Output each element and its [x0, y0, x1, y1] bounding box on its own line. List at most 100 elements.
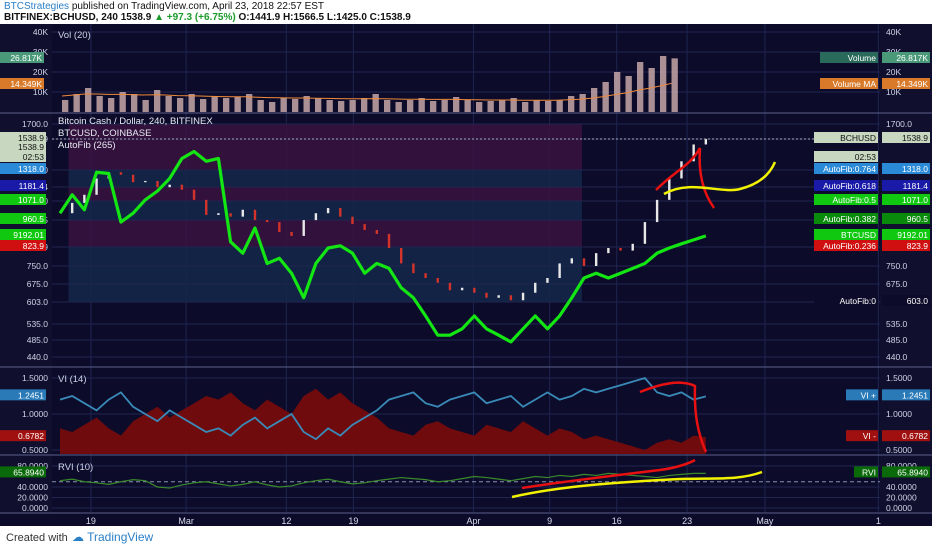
price-y-tick-left: 1700.0 — [22, 119, 48, 129]
vol-y-tick-right: 10K — [886, 87, 901, 97]
bch-candle — [119, 172, 123, 175]
fib-band — [68, 201, 582, 220]
price-y-tick-left: 535.0 — [27, 319, 49, 329]
bch-candle — [692, 144, 695, 162]
volume-bar — [556, 100, 563, 112]
bch-candle — [473, 287, 476, 293]
left-price-label-bg — [0, 229, 46, 240]
x-tick-label: 1 — [876, 516, 881, 526]
price-y-tick-right: 1700.0 — [886, 119, 912, 129]
volume-bar — [257, 100, 264, 112]
volume-bar — [280, 98, 287, 112]
x-tick-label: 12 — [281, 516, 291, 526]
right-fib-label-bg — [814, 240, 878, 251]
rvi-legend: RVI — [862, 467, 876, 477]
bch-candle — [351, 216, 354, 225]
bch-candle — [424, 273, 427, 278]
price-y-tick-left: 440.0 — [27, 352, 49, 362]
volume-bar — [73, 94, 80, 112]
rvi-line — [59, 472, 706, 489]
bch-candle — [509, 295, 513, 301]
price-y-tick-right: 440.0 — [886, 352, 908, 362]
bch-candle — [387, 233, 391, 249]
volume-bar — [234, 97, 241, 112]
vi-plus-line — [59, 376, 707, 441]
volume-bar — [499, 100, 506, 112]
vi-legend-minus-bg — [846, 430, 878, 442]
volume-bar — [326, 100, 333, 112]
bch-candle — [363, 224, 366, 230]
price-y-tick-right: 535.0 — [886, 319, 908, 329]
tradingview-logo[interactable]: ☁ TradingView — [72, 530, 154, 544]
volume-bar — [142, 100, 149, 112]
bch-candle — [485, 292, 488, 298]
volume-bar — [200, 99, 207, 112]
annotation-red-vi — [639, 381, 708, 453]
right-fib-value-bg — [882, 132, 930, 143]
volume-bar — [614, 72, 621, 112]
price-y-tick-left: 750.0 — [27, 261, 49, 271]
volume-bar — [211, 96, 218, 112]
volume-bar — [464, 100, 471, 112]
vol-value-left: 26.817K — [10, 53, 42, 63]
volume-bar — [637, 62, 644, 112]
volume-ma-line — [61, 82, 672, 101]
right-fib-label: BCHUSD — [840, 133, 876, 143]
left-price-label: 9192.01 — [13, 230, 44, 240]
volume-bar — [476, 102, 483, 112]
volume-bar — [119, 92, 126, 112]
vi-legend-minus: VI - — [863, 431, 876, 441]
right-fib-value: 9192.01 — [897, 230, 928, 240]
right-fib-label-bg — [814, 180, 878, 191]
vi-plus-value-left: 1.2451 — [18, 390, 44, 400]
right-fib-label-bg — [814, 163, 878, 174]
bch-candle — [534, 282, 537, 293]
volume-bar — [96, 96, 103, 112]
bch-candle — [217, 213, 220, 215]
bch-candle — [448, 282, 452, 291]
right-fib-label: AutoFib:0.618 — [823, 181, 876, 191]
bch-candle — [436, 278, 439, 283]
left-price-label-bg — [0, 180, 46, 191]
vol-y-tick-left: 20K — [33, 67, 48, 77]
vi-plus-value-left-bg — [0, 389, 46, 401]
symbol-line: BITFINEX:BCHUSD, 240 1538.9 ▲ +97.3 (+6.… — [4, 12, 411, 23]
right-fib-label: AutoFib:0 — [840, 296, 877, 306]
bch-candle — [643, 222, 647, 244]
left-price-label-bg — [0, 141, 46, 152]
rvi-y-tick-right: 40.0000 — [886, 482, 917, 492]
created-with-text: Created with — [6, 532, 68, 544]
publisher-link[interactable]: BTCStrategies — [4, 1, 70, 12]
volume-bar — [545, 101, 552, 112]
price-y-tick-right: 675.0 — [886, 279, 908, 289]
right-fib-value-bg — [882, 163, 930, 174]
bch-candle — [168, 184, 171, 188]
right-fib-label: AutoFib:0.236 — [823, 241, 876, 251]
vi-y-tick-left: 1.5000 — [22, 373, 48, 383]
bch-candle — [70, 202, 74, 214]
rvi-y-tick-left: 40.0000 — [17, 482, 48, 492]
volume-bar — [131, 94, 138, 112]
fib-band — [68, 220, 582, 247]
chart-area[interactable]: 19Mar1219Apr91623May140K40K30K30K20K20K1… — [0, 24, 932, 526]
right-fib-value-bg — [882, 240, 930, 251]
right-fib-value: 1538.9 — [902, 133, 928, 143]
volume-bar — [441, 100, 448, 112]
vi-plus-value-right-bg — [882, 389, 930, 401]
price-y-tick-right: 485.0 — [886, 335, 908, 345]
rvi-value-left: 65.8940 — [13, 467, 44, 477]
volume-bar — [303, 96, 310, 112]
rvi-value-right-bg — [882, 466, 930, 478]
volume-bar — [165, 96, 172, 112]
bch-candle — [314, 213, 318, 221]
symbol-label: BITFINEX:BCHUSD, 240 — [4, 12, 118, 23]
bch-candle — [180, 184, 184, 190]
bch-candle — [241, 209, 244, 217]
vi-minus-area — [60, 388, 706, 454]
fib-band — [68, 187, 582, 201]
vol-y-tick-right: 20K — [886, 67, 901, 77]
x-tick-label: Apr — [466, 516, 480, 526]
volume-bar — [625, 76, 632, 112]
price-title: Bitcoin Cash / Dollar, 240, BITFINEX — [58, 116, 213, 127]
vol-ma-value-left: 14.349K — [10, 79, 42, 89]
